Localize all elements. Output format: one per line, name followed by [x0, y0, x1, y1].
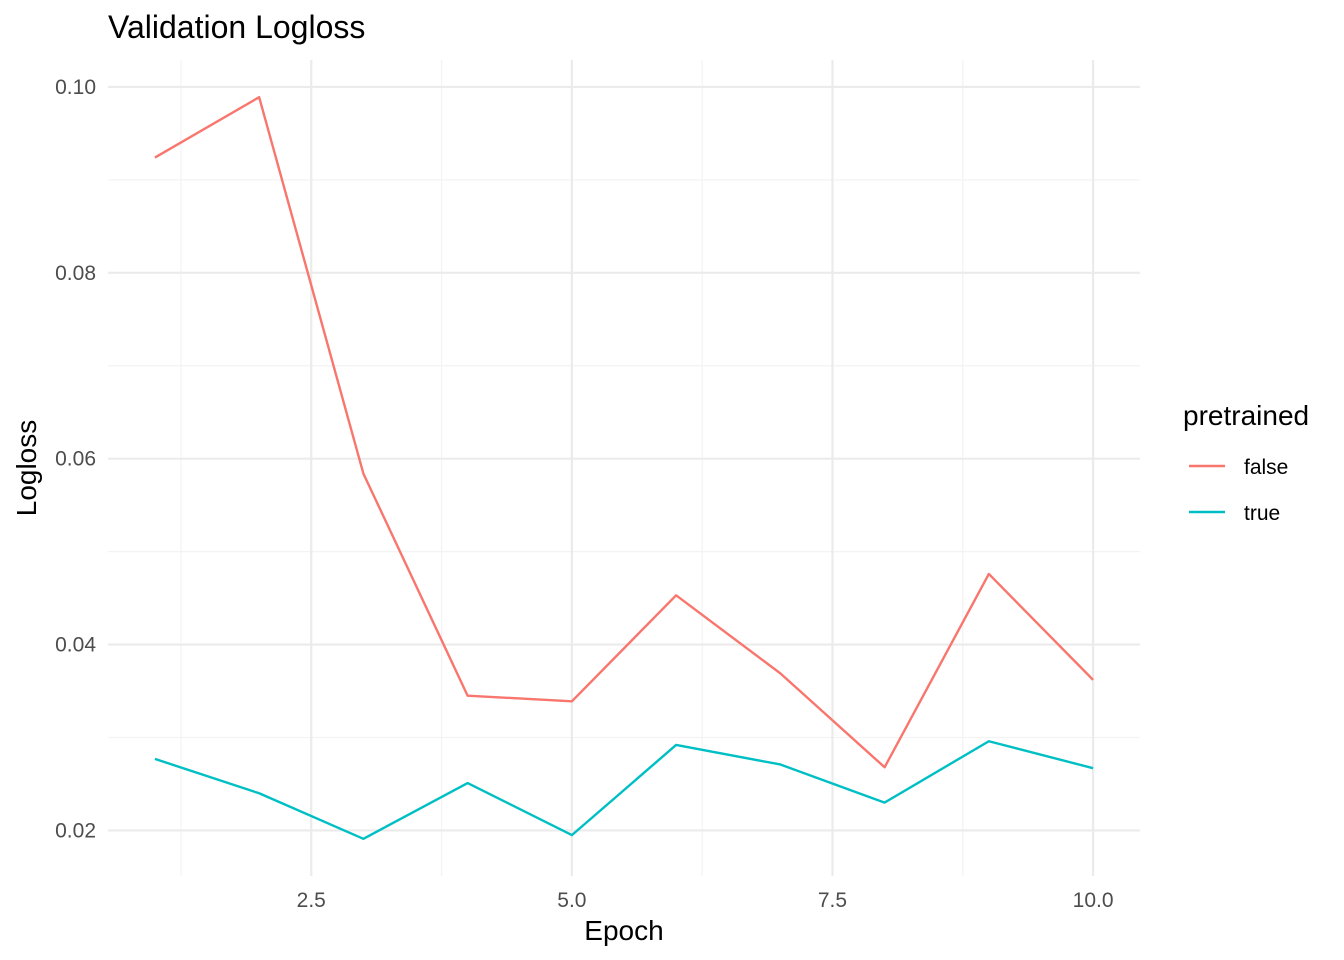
- x-axis-ticks: 2.5 5.0 7.5 10.0: [297, 889, 1114, 912]
- y-axis-ticks: 0.02 0.04 0.06 0.08 0.10: [55, 76, 96, 843]
- legend: pretrained false true: [1183, 400, 1309, 525]
- legend-label-true: true: [1244, 502, 1280, 525]
- y-axis-title: Logloss: [11, 420, 42, 517]
- y-tick-label: 0.06: [55, 448, 96, 471]
- y-tick-label: 0.02: [55, 819, 96, 842]
- y-tick-label: 0.04: [55, 634, 96, 657]
- x-tick-label: 7.5: [818, 889, 847, 912]
- x-axis-title: Epoch: [584, 915, 663, 946]
- x-tick-label: 5.0: [557, 889, 586, 912]
- series-line-true: [154, 740, 1094, 841]
- x-tick-label: 2.5: [297, 889, 326, 912]
- legend-label-false: false: [1244, 456, 1288, 479]
- legend-items: false true: [1189, 456, 1288, 525]
- legend-title: pretrained: [1183, 400, 1309, 431]
- chart-title: Validation Logloss: [108, 9, 365, 45]
- series-lines: [154, 95, 1094, 841]
- y-tick-label: 0.08: [55, 262, 96, 285]
- grid-lines: [108, 60, 1140, 876]
- x-tick-label: 10.0: [1073, 889, 1114, 912]
- y-tick-label: 0.10: [55, 76, 96, 99]
- series-line-false: [154, 95, 1094, 769]
